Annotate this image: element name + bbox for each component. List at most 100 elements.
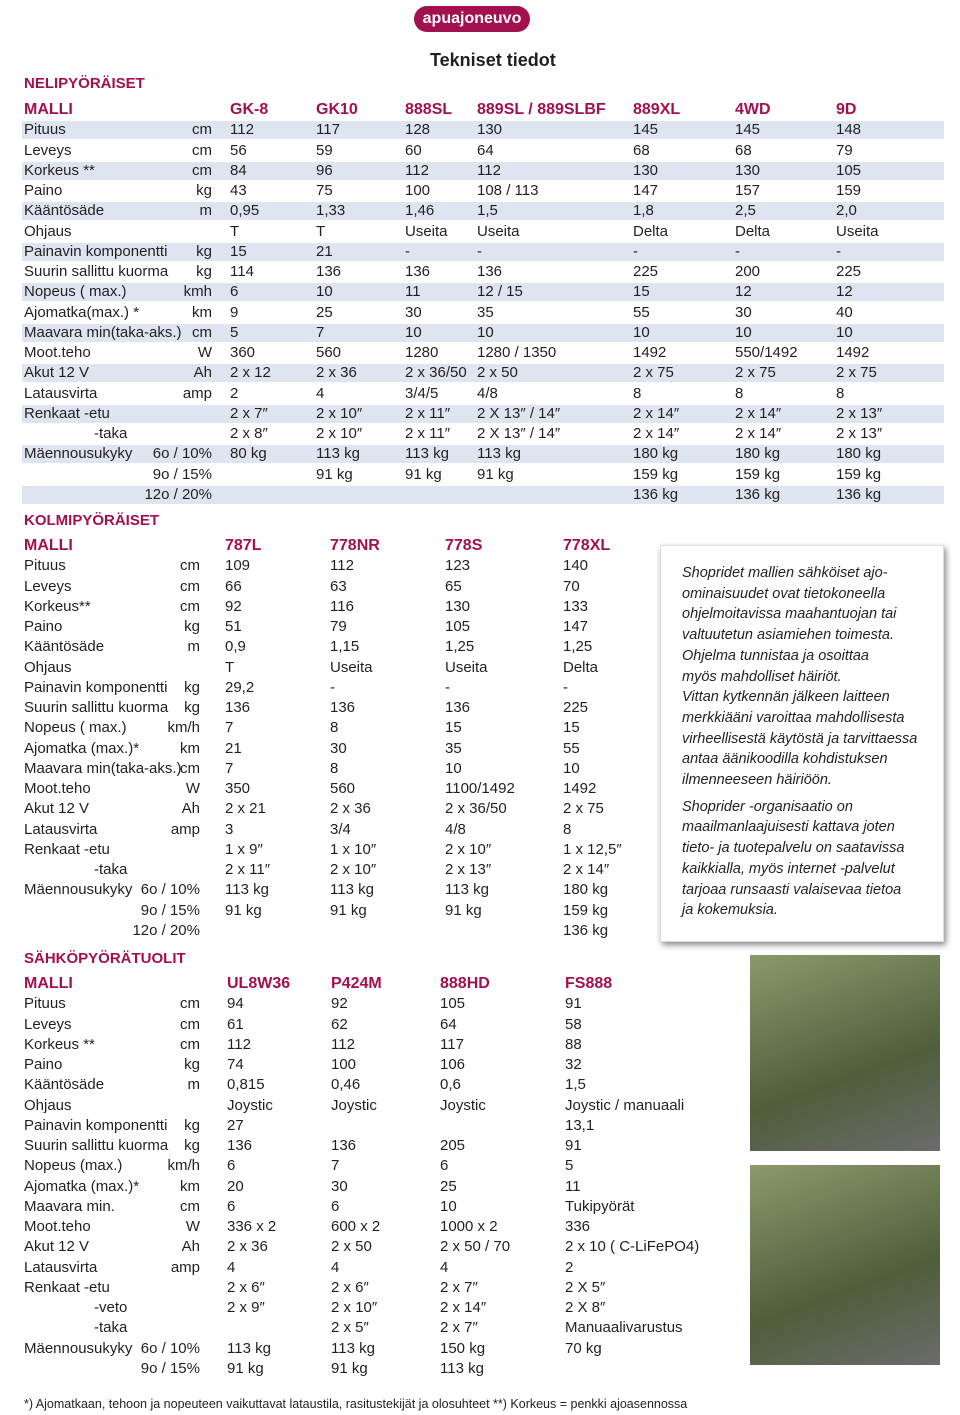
cell: 70 kg	[565, 1339, 602, 1357]
row-band	[22, 202, 944, 221]
row-label: Akut 12 V	[24, 800, 90, 818]
cell: 51	[225, 618, 242, 635]
cell: 10	[405, 323, 422, 341]
cell: 2 x 10″	[316, 425, 363, 442]
row-unit: cm	[180, 995, 200, 1013]
cell: 2 X 13″ / 14″	[477, 425, 561, 442]
cell: 1,5	[565, 1076, 586, 1094]
row-label: Suurin sallittu kuorma	[24, 1137, 169, 1154]
row-unit: m	[187, 638, 201, 656]
cell: 21	[316, 242, 333, 260]
row-unit: amp	[170, 820, 200, 838]
row-unit: Ah	[181, 1238, 200, 1256]
cell: 0,815	[227, 1076, 265, 1094]
cell: 1 x 12,5″	[563, 840, 622, 858]
row-unit: amp	[170, 1258, 200, 1276]
cell: 2 x 14″	[735, 425, 782, 442]
cell: 2 x 10″	[445, 840, 492, 858]
cell: 140	[563, 557, 589, 575]
cell: 159 kg	[735, 465, 781, 483]
cell: 130	[735, 161, 761, 179]
cell: 4	[331, 1258, 340, 1276]
cell: 159 kg	[836, 465, 882, 483]
cell: 2 x 8″	[230, 425, 268, 442]
cell: 2 x 75	[836, 364, 877, 382]
cell: 225	[836, 263, 862, 280]
column-header: 4WD	[735, 101, 771, 118]
column-header: FS888	[565, 975, 613, 992]
cell: 116	[330, 597, 354, 615]
row-unit: kg	[184, 618, 200, 635]
row-label: -veto	[94, 1299, 128, 1316]
column-header: 889SL / 889SLBF	[477, 101, 606, 118]
row-unit: km	[192, 303, 212, 321]
row-label: Renkaat -etu	[24, 840, 110, 858]
cell: 150 kg	[440, 1339, 486, 1357]
row-unit: kg	[184, 1116, 200, 1134]
cell: 147	[633, 182, 659, 199]
note-line: antaa äänikoodilla kohdistuksen	[682, 751, 888, 768]
cell: 123	[445, 557, 471, 575]
cell: 180 kg	[836, 445, 882, 463]
cell: 136	[330, 699, 356, 716]
cell: 4	[316, 384, 325, 402]
cell: 92	[331, 995, 348, 1013]
cell: 112	[405, 161, 429, 179]
row-unit: cm	[192, 323, 212, 341]
row-label: -taka	[94, 425, 128, 442]
cell: 148	[836, 121, 862, 139]
row-unit: cm	[180, 1197, 200, 1215]
cell: 60	[405, 141, 422, 159]
cell: 8	[633, 384, 642, 402]
cell: 91 kg	[316, 465, 353, 483]
cell: 8	[330, 719, 339, 737]
cell: 157	[735, 182, 761, 199]
cell: Useita	[836, 222, 879, 240]
row-label: Kääntösäde	[24, 638, 105, 656]
cell: 2 x 11″	[405, 425, 451, 442]
cell: 550/1492	[735, 344, 798, 361]
cell: -	[330, 678, 335, 696]
row-label: Ohjaus	[24, 658, 72, 676]
column-header: MALLI	[24, 975, 73, 992]
cell: 205	[440, 1137, 466, 1154]
cell: 113 kg	[225, 881, 269, 899]
row-unit: kg	[184, 678, 200, 696]
cell: 30	[330, 739, 347, 757]
row-unit: kg	[196, 263, 212, 280]
cell: 2 x 13″	[836, 404, 883, 422]
row-unit: W	[197, 344, 212, 361]
column-header: GK-8	[230, 101, 269, 118]
section-heading: SÄHKÖPYÖRÄTUOLIT	[24, 950, 186, 967]
cell: 8	[330, 759, 339, 777]
cell: 1,25	[445, 638, 475, 656]
cell: -	[633, 242, 638, 260]
row-unit: kg	[184, 699, 200, 716]
row-unit: 6o / 10%	[140, 1339, 200, 1357]
cell: 7	[331, 1157, 340, 1175]
cell: 136	[405, 263, 431, 280]
cell: 1 x 9″	[225, 840, 263, 858]
cell: 6	[227, 1157, 236, 1175]
cell: 114	[230, 263, 254, 280]
cell: 145	[735, 121, 761, 139]
cell: 1000 x 2	[440, 1218, 498, 1235]
row-label: Akut 12 V	[24, 364, 90, 382]
row-label: Pituus	[24, 121, 66, 139]
cell: 10	[633, 323, 650, 341]
column-header: 778S	[445, 537, 483, 554]
cell: 6	[331, 1197, 340, 1215]
column-header: 888SL	[405, 101, 453, 118]
row-unit: W	[185, 780, 200, 797]
cell: Delta	[563, 658, 599, 676]
cell: 1492	[563, 780, 597, 797]
cell: 1280	[405, 344, 439, 361]
title: Tekniset tiedot	[430, 50, 556, 70]
cell: 130	[633, 161, 659, 179]
cell: 75	[316, 182, 333, 199]
cell: 15	[633, 283, 650, 301]
cell: 91	[565, 995, 582, 1013]
row-unit: W	[185, 1218, 200, 1235]
note-line: ja kokemuksia.	[682, 902, 778, 919]
cell: 9	[230, 303, 239, 321]
